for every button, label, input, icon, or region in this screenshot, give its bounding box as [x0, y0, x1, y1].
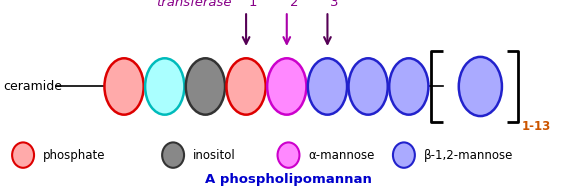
Ellipse shape	[12, 143, 34, 168]
Ellipse shape	[308, 58, 347, 115]
Ellipse shape	[267, 58, 306, 115]
Ellipse shape	[393, 143, 415, 168]
Text: 3: 3	[330, 0, 339, 9]
Text: 2: 2	[290, 0, 298, 9]
Ellipse shape	[186, 58, 225, 115]
Ellipse shape	[389, 58, 428, 115]
Text: ceramide: ceramide	[3, 80, 62, 93]
Text: 1-13: 1-13	[522, 120, 550, 133]
Ellipse shape	[145, 58, 184, 115]
Text: A phospholipomannan: A phospholipomannan	[205, 173, 372, 186]
Ellipse shape	[162, 143, 184, 168]
Text: 1: 1	[249, 0, 257, 9]
Ellipse shape	[278, 143, 299, 168]
Text: inositol: inositol	[193, 149, 235, 162]
Text: transferase: transferase	[156, 0, 231, 9]
Text: β-1,2-mannose: β-1,2-mannose	[424, 149, 513, 162]
Ellipse shape	[226, 58, 265, 115]
Ellipse shape	[104, 58, 144, 115]
Ellipse shape	[459, 57, 502, 116]
Ellipse shape	[349, 58, 388, 115]
Text: α-mannose: α-mannose	[308, 149, 374, 162]
Text: phosphate: phosphate	[43, 149, 105, 162]
